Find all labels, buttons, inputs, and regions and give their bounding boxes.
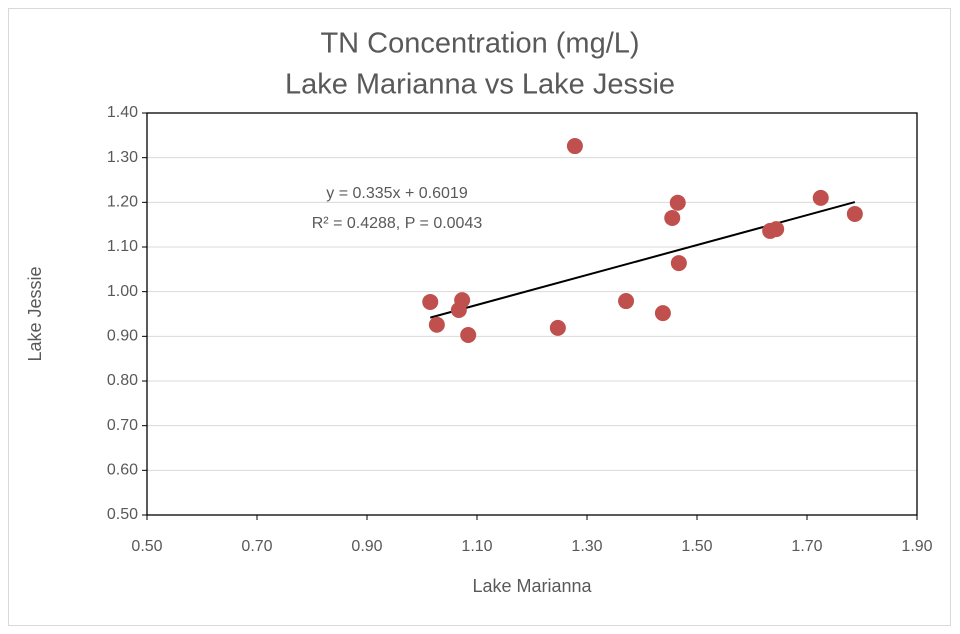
trendline [429, 201, 856, 319]
plot-border [146, 112, 918, 516]
chart-subtitle: Lake Marianna vs Lake Jessie [285, 69, 675, 101]
trendline-equation: y = 0.335x + 0.6019 [326, 185, 468, 202]
x-tick-label: 1.10 [461, 538, 492, 555]
y-tick-label: 1.10 [107, 238, 138, 255]
y-tick-label: 0.60 [107, 462, 138, 479]
y-axis-title: Lake Jessie [25, 266, 45, 361]
y-tick-label: 1.20 [107, 194, 138, 211]
x-tick-label: 1.30 [571, 538, 602, 555]
point [846, 205, 863, 222]
x-tick-label: 0.90 [351, 538, 382, 555]
y-tick-label: 0.50 [107, 506, 138, 523]
chart-border [8, 8, 951, 626]
point [664, 209, 681, 226]
trendline-equation: R² = 0.4288, P = 0.0043 [312, 215, 483, 232]
point [768, 221, 785, 238]
point [812, 189, 829, 206]
point [654, 305, 671, 322]
point [669, 194, 686, 211]
y-tick-label: 0.90 [107, 328, 138, 345]
x-tick-label: 0.70 [241, 538, 272, 555]
point [422, 293, 439, 310]
x-tick-label: 0.50 [131, 538, 162, 555]
point [428, 316, 445, 333]
point [460, 326, 477, 343]
point [618, 293, 635, 310]
x-axis-title: Lake Marianna [472, 576, 592, 596]
y-tick-label: 0.70 [107, 417, 138, 434]
y-tick-label: 0.80 [107, 372, 138, 389]
y-tick-label: 1.30 [107, 149, 138, 166]
y-tick-label: 1.00 [107, 283, 138, 300]
point [670, 255, 687, 272]
point [450, 301, 467, 318]
y-tick-label: 1.40 [107, 104, 138, 121]
point [549, 319, 566, 336]
x-tick-label: 1.70 [791, 538, 822, 555]
x-tick-label: 1.50 [681, 538, 712, 555]
chart-title: TN Concentration (mg/L) [320, 28, 639, 60]
x-tick-label: 1.90 [901, 538, 932, 555]
point [566, 138, 583, 155]
